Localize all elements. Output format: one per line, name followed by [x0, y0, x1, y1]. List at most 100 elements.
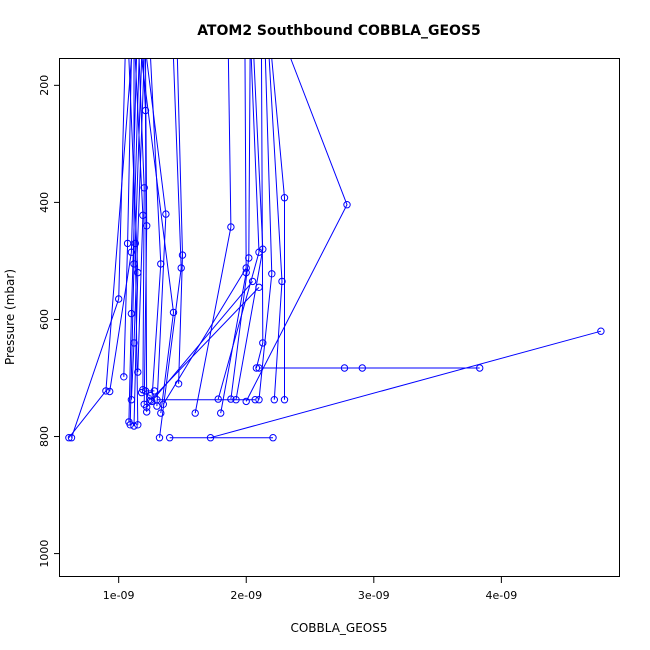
profile-line: [128, 58, 140, 422]
plot-frame: [59, 58, 620, 577]
data-point: [146, 396, 155, 404]
profile-line: [130, 58, 145, 400]
data-point: [242, 397, 250, 406]
data-point: [130, 422, 138, 430]
profile-line: [230, 58, 251, 400]
profile-line: [134, 58, 144, 373]
profile-line: [138, 58, 145, 390]
data-point: [127, 248, 136, 256]
data-point: [143, 222, 151, 230]
profile-line: [176, 58, 184, 384]
profile-line: [68, 58, 132, 439]
data-point: [191, 409, 199, 417]
x-axis-label: COBBLA_GEOS5: [290, 621, 387, 635]
profile-line: [141, 58, 175, 414]
profile-line: [245, 58, 348, 402]
data-point: [134, 368, 142, 376]
data-point: [169, 308, 178, 317]
profile-line: [123, 58, 132, 377]
data-point: [268, 270, 276, 278]
chart-title: ATOM2 Southbound COBBLA_GEOS5: [197, 23, 481, 39]
profile-line: [210, 330, 602, 439]
x-tick-label: 3e-09: [358, 589, 390, 602]
data-point: [214, 395, 222, 403]
x-tick-label: 1e-09: [103, 589, 135, 602]
data-point: [255, 283, 263, 291]
profile-line: [258, 58, 273, 400]
plot-marks: [65, 58, 605, 442]
data-point: [245, 254, 253, 262]
data-point: [343, 201, 351, 209]
data-point: [155, 434, 164, 442]
data-point: [227, 395, 235, 403]
profile-line: [71, 58, 126, 438]
data-point: [65, 434, 73, 442]
data-point: [120, 373, 128, 381]
data-point: [106, 387, 114, 396]
profile-line: [150, 58, 162, 402]
profile-line: [134, 58, 143, 425]
profile-line: [217, 58, 260, 400]
data-point: [340, 364, 349, 372]
profile-line: [271, 58, 285, 400]
data-point: [217, 409, 225, 417]
profile-line: [128, 58, 139, 427]
data-point: [102, 387, 110, 395]
data-point: [141, 106, 150, 115]
data-point: [143, 408, 151, 416]
data-point: [227, 223, 235, 231]
profile-line: [162, 267, 247, 405]
y-tick-label: 200: [38, 75, 51, 96]
profile-line: [268, 58, 283, 400]
profile-line: [129, 59, 135, 425]
data-point: [131, 239, 140, 248]
data-point: [358, 364, 366, 372]
data-point: [126, 421, 134, 429]
data-point: [140, 184, 148, 192]
data-point: [270, 396, 278, 404]
data-point: [242, 264, 250, 272]
y-tick-label: 600: [38, 309, 51, 330]
profile-line: [220, 58, 247, 414]
data-point: [137, 388, 146, 397]
profile-line: [150, 286, 260, 401]
data-point: [162, 210, 170, 218]
data-point: [134, 421, 142, 429]
data-point: [177, 264, 185, 272]
data-point: [115, 295, 123, 303]
data-point: [157, 409, 165, 417]
profile-line: [255, 58, 264, 369]
profile-line: [159, 58, 182, 438]
data-point: [280, 396, 289, 404]
y-tick-label: 400: [38, 192, 51, 213]
y-tick-label: 1000: [38, 540, 51, 568]
data-point: [166, 434, 174, 442]
data-point: [280, 194, 289, 202]
data-point: [130, 339, 138, 347]
y-tick-label: 800: [38, 426, 51, 447]
data-point: [178, 251, 187, 259]
data-point: [476, 364, 484, 372]
data-point: [255, 364, 263, 372]
profile-line: [109, 58, 137, 392]
data-point: [248, 277, 257, 286]
data-point: [123, 239, 132, 248]
data-point: [143, 403, 151, 411]
data-point: [255, 396, 263, 404]
data-point: [159, 400, 168, 408]
x-tick-label: 2e-09: [230, 589, 262, 602]
x-tick-label: 4e-09: [485, 589, 517, 602]
data-point: [146, 391, 155, 400]
data-point: [259, 339, 267, 347]
x-axis: 1e-09 2e-09 3e-09 4e-09: [103, 577, 517, 602]
data-point: [150, 387, 159, 395]
y-axis: 200 400 600 800 1000: [38, 75, 60, 568]
data-point: [597, 327, 605, 335]
profile-line: [141, 392, 151, 397]
y-axis-label: Pressure (mbar): [3, 269, 17, 365]
profile-line: [146, 58, 167, 407]
data-point: [269, 434, 277, 442]
profile-line: [194, 58, 232, 414]
data-point: [278, 277, 286, 286]
